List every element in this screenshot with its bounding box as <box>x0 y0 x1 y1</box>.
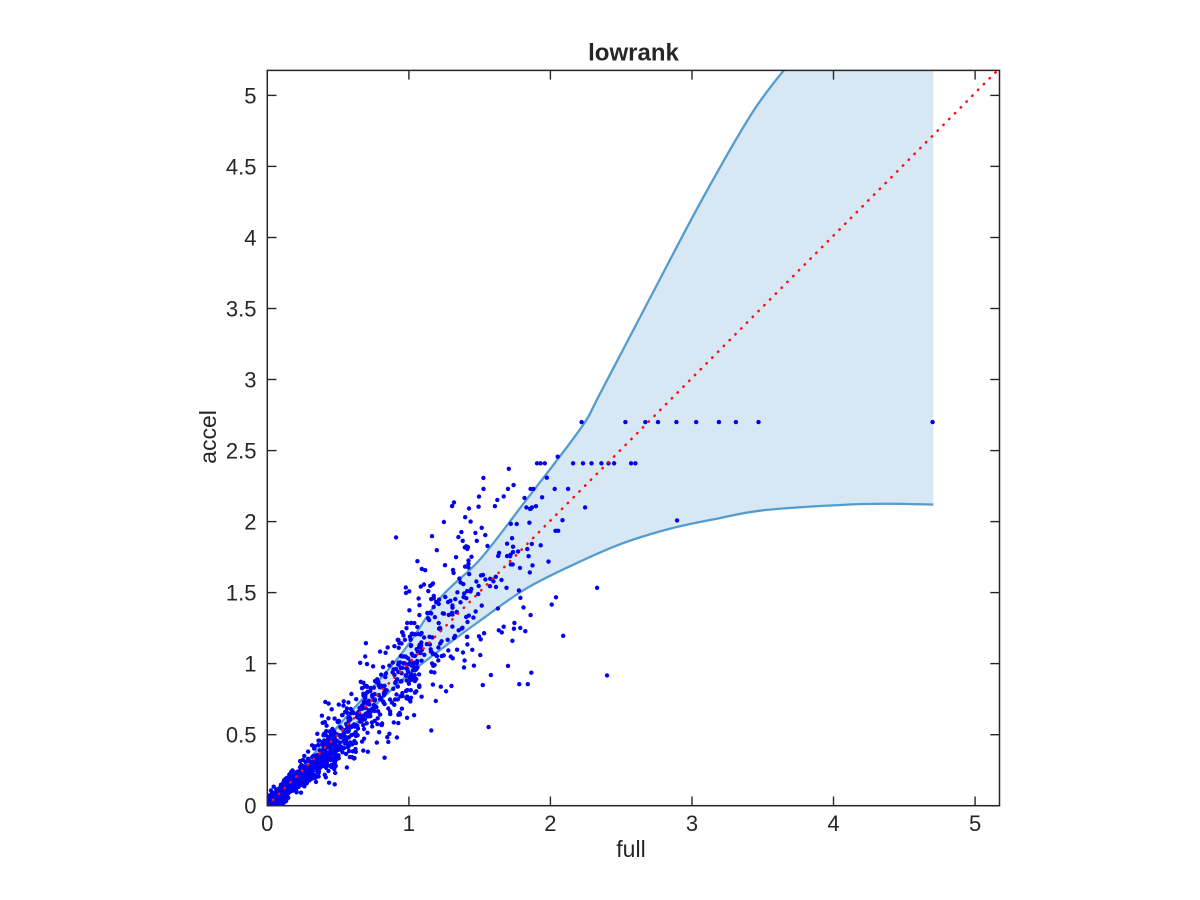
svg-text:2.5: 2.5 <box>226 439 257 464</box>
svg-text:3: 3 <box>686 811 698 836</box>
svg-text:3: 3 <box>244 368 256 393</box>
svg-text:full: full <box>616 836 645 862</box>
svg-text:lowrank: lowrank <box>588 40 679 67</box>
svg-text:4: 4 <box>244 226 256 251</box>
svg-text:2: 2 <box>244 510 256 535</box>
svg-text:1: 1 <box>244 652 256 677</box>
svg-text:5: 5 <box>969 811 981 836</box>
svg-text:1: 1 <box>403 811 415 836</box>
svg-text:0.5: 0.5 <box>226 723 257 748</box>
svg-text:4.5: 4.5 <box>226 154 257 179</box>
svg-text:0: 0 <box>244 794 256 819</box>
svg-text:0: 0 <box>261 811 273 836</box>
svg-text:4: 4 <box>827 811 839 836</box>
svg-text:3.5: 3.5 <box>226 297 257 322</box>
svg-text:accel: accel <box>195 410 221 464</box>
svg-text:1.5: 1.5 <box>226 581 257 606</box>
svg-text:2: 2 <box>544 811 556 836</box>
svg-text:5: 5 <box>244 83 256 108</box>
